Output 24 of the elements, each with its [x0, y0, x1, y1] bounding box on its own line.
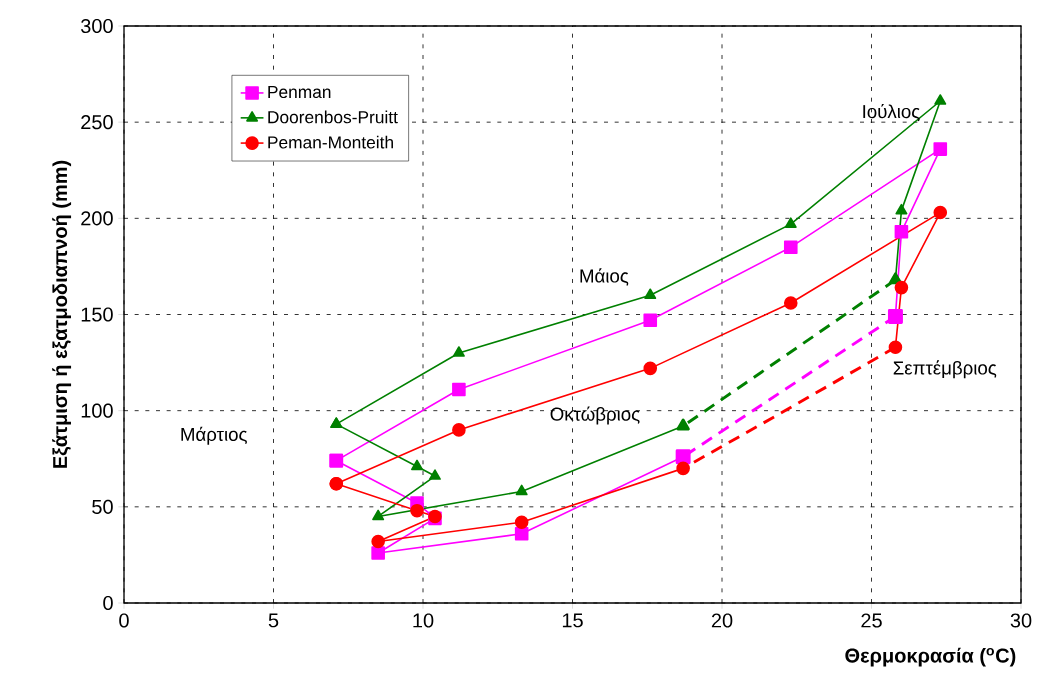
- y-tick-label: 100: [81, 403, 113, 418]
- y-tick-label: 150: [81, 307, 113, 322]
- annotation: Σεπτέμβριος: [893, 360, 997, 379]
- x-tick-label: 10: [413, 613, 434, 628]
- y-tick-label: 300: [80, 18, 113, 34]
- y-tick-label: 250: [81, 115, 113, 130]
- x-tick-label: 25: [861, 613, 882, 628]
- x-tick-label: 0: [119, 613, 129, 628]
- x-tick-label: 5: [268, 613, 279, 628]
- y-axis-title: Εξάτμιση ή εξατμοδιαπνοή (mm): [52, 160, 72, 468]
- x-tick-label: 30: [1010, 613, 1032, 628]
- annotation: Μάρτιος: [181, 426, 247, 445]
- y-tick-label: 50: [92, 499, 113, 514]
- x-axis-title: Θερμοκρασία ($^{o}$C): [845, 647, 1016, 667]
- y-tick-label: 0: [103, 595, 113, 611]
- legend-label: Doorenbos-Pruitt: [268, 110, 398, 124]
- legend-label: Penman: [268, 85, 331, 99]
- legend-label: Peman-Monteith: [268, 135, 393, 149]
- x-tick-label: 15: [562, 613, 583, 628]
- y-tick-label: 200: [81, 211, 113, 226]
- annotation: Ιούλιος: [863, 103, 920, 122]
- annotation: Μάιος: [580, 268, 629, 286]
- x-tick-label: 20: [711, 613, 733, 628]
- annotation: Οκτώβριος: [550, 406, 640, 425]
